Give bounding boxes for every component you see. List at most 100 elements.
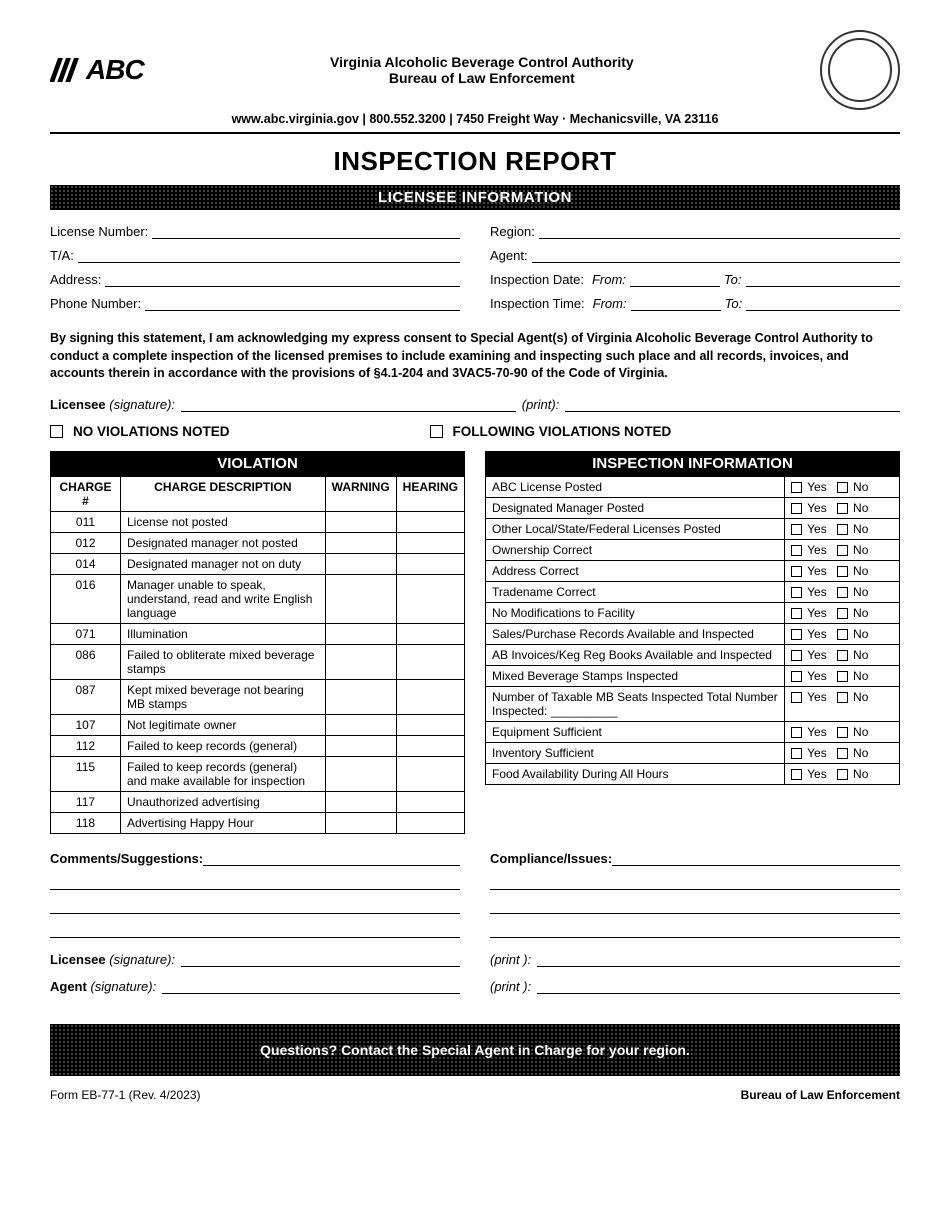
warning-cell[interactable]: [325, 553, 396, 574]
no-violations-checkbox[interactable]: [50, 425, 63, 438]
warning-cell[interactable]: [325, 679, 396, 714]
yes-checkbox[interactable]: [791, 650, 802, 661]
licensee-signature[interactable]: [181, 398, 516, 412]
yes-checkbox[interactable]: [791, 727, 802, 738]
comments-line-0[interactable]: [203, 848, 460, 866]
following-violations-label: FOLLOWING VIOLATIONS NOTED: [453, 424, 672, 439]
no-checkbox[interactable]: [837, 524, 848, 535]
yes-checkbox[interactable]: [791, 748, 802, 759]
hearing-cell[interactable]: [396, 735, 464, 756]
hearing-cell[interactable]: [396, 574, 464, 623]
yes-no-cell: Yes No: [785, 665, 900, 686]
warning-cell[interactable]: [325, 756, 396, 791]
insp-date-to[interactable]: [746, 273, 901, 287]
yes-checkbox[interactable]: [791, 769, 802, 780]
insp-time-from[interactable]: [631, 297, 721, 311]
footer-bureau: Bureau of Law Enforcement: [741, 1088, 900, 1102]
sig2-hint: (signature):: [109, 952, 175, 967]
yes-checkbox[interactable]: [791, 587, 802, 598]
licensee-print[interactable]: [565, 398, 900, 412]
compliance-line-3[interactable]: [490, 920, 900, 938]
no-checkbox[interactable]: [837, 482, 848, 493]
comments-label: Comments/Suggestions:: [50, 851, 203, 866]
table-row: No Modifications to Facility Yes No: [486, 602, 900, 623]
phone-input[interactable]: [145, 297, 460, 311]
license-number-label: License Number:: [50, 224, 148, 239]
hearing-cell[interactable]: [396, 791, 464, 812]
to-label: To:: [724, 272, 742, 287]
agent-signature[interactable]: [162, 980, 460, 994]
warning-cell[interactable]: [325, 532, 396, 553]
yes-checkbox[interactable]: [791, 692, 802, 703]
insp-time-to[interactable]: [746, 297, 900, 311]
no-checkbox[interactable]: [837, 503, 848, 514]
charge-number: 115: [51, 756, 121, 791]
hearing-cell[interactable]: [396, 553, 464, 574]
hearing-cell[interactable]: [396, 644, 464, 679]
comments-line-3[interactable]: [50, 920, 460, 938]
no-checkbox[interactable]: [837, 629, 848, 640]
yes-checkbox[interactable]: [791, 671, 802, 682]
violation-header: VIOLATION: [50, 451, 465, 476]
yes-checkbox[interactable]: [791, 545, 802, 556]
inspection-item: Tradename Correct: [486, 581, 785, 602]
yes-checkbox[interactable]: [791, 503, 802, 514]
hearing-cell[interactable]: [396, 679, 464, 714]
yes-checkbox[interactable]: [791, 524, 802, 535]
no-checkbox[interactable]: [837, 748, 848, 759]
agent-sig-label: Agent: [50, 979, 87, 994]
address-input[interactable]: [105, 273, 460, 287]
charge-number: 086: [51, 644, 121, 679]
hearing-cell[interactable]: [396, 623, 464, 644]
no-checkbox[interactable]: [837, 587, 848, 598]
license-number-input[interactable]: [152, 225, 460, 239]
no-checkbox[interactable]: [837, 671, 848, 682]
no-checkbox[interactable]: [837, 650, 848, 661]
following-violations-checkbox[interactable]: [430, 425, 443, 438]
licensee-signature-2[interactable]: [181, 953, 460, 967]
warning-cell[interactable]: [325, 791, 396, 812]
print-label: (print):: [522, 397, 560, 412]
print2-label: (print ):: [490, 952, 531, 967]
yes-checkbox[interactable]: [791, 566, 802, 577]
licensee-label: Licensee: [50, 397, 106, 412]
no-checkbox[interactable]: [837, 566, 848, 577]
compliance-line-0[interactable]: [612, 848, 900, 866]
warning-cell[interactable]: [325, 812, 396, 833]
no-checkbox[interactable]: [837, 769, 848, 780]
hearing-cell[interactable]: [396, 812, 464, 833]
licensee-fields: License Number: T/A: Address: Phone Numb…: [50, 224, 900, 320]
hearing-cell[interactable]: [396, 511, 464, 532]
region-input[interactable]: [539, 225, 900, 239]
no-checkbox[interactable]: [837, 692, 848, 703]
insp-date-from[interactable]: [630, 273, 720, 287]
warning-cell[interactable]: [325, 735, 396, 756]
no-checkbox[interactable]: [837, 727, 848, 738]
warning-cell[interactable]: [325, 623, 396, 644]
no-checkbox[interactable]: [837, 545, 848, 556]
comments-line-2[interactable]: [50, 896, 460, 914]
compliance-line-2[interactable]: [490, 896, 900, 914]
inspection-item: Equipment Sufficient: [486, 721, 785, 742]
yes-no-cell: Yes No: [785, 602, 900, 623]
yes-checkbox[interactable]: [791, 608, 802, 619]
ta-input[interactable]: [78, 249, 460, 263]
hearing-cell[interactable]: [396, 756, 464, 791]
agent-input[interactable]: [532, 249, 900, 263]
compliance-line-1[interactable]: [490, 872, 900, 890]
warning-cell[interactable]: [325, 511, 396, 532]
comments-line-1[interactable]: [50, 872, 460, 890]
hearing-cell[interactable]: [396, 714, 464, 735]
hearing-cell[interactable]: [396, 532, 464, 553]
yes-checkbox[interactable]: [791, 629, 802, 640]
warning-cell[interactable]: [325, 574, 396, 623]
inspection-item: Address Correct: [486, 560, 785, 581]
charge-number: 012: [51, 532, 121, 553]
yes-checkbox[interactable]: [791, 482, 802, 493]
no-checkbox[interactable]: [837, 608, 848, 619]
warning-cell[interactable]: [325, 644, 396, 679]
agent-sig-hint: (signature):: [90, 979, 156, 994]
agent-print[interactable]: [537, 980, 900, 994]
warning-cell[interactable]: [325, 714, 396, 735]
licensee-print-2[interactable]: [537, 953, 900, 967]
